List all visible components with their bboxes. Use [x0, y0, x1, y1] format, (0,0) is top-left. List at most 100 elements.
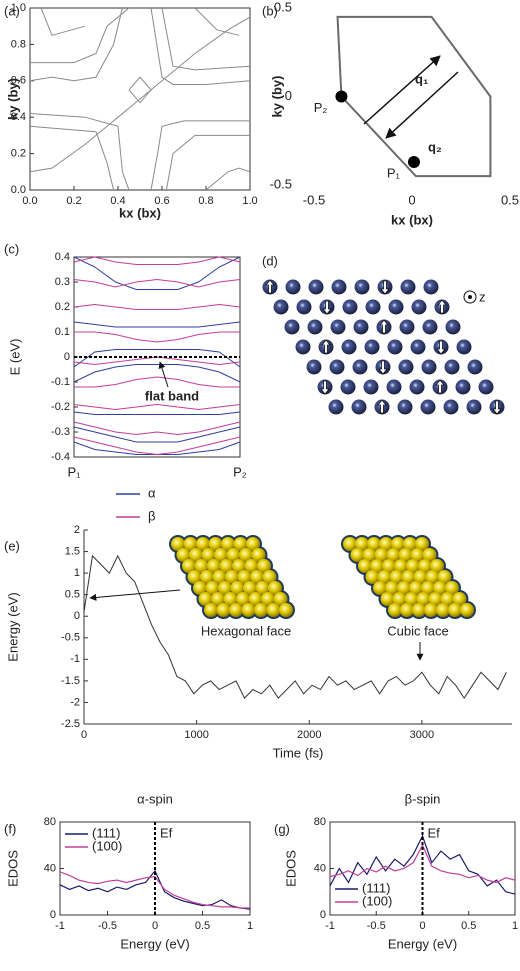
x-tick-label: -1 [325, 920, 335, 932]
z-axis-symbol [463, 290, 477, 304]
x-tick-label: P₂ [233, 464, 247, 479]
atom [373, 581, 387, 595]
atom [221, 537, 235, 551]
atom [248, 592, 263, 606]
y-tick-label: 0 [64, 351, 70, 363]
spin-arrow [380, 280, 390, 295]
x-tick-label: 2000 [297, 729, 321, 741]
atom [225, 570, 239, 584]
atom [233, 537, 248, 551]
atom [343, 537, 357, 551]
atom [418, 559, 432, 573]
atom [254, 603, 268, 617]
atom [216, 603, 231, 617]
q-arrow [385, 71, 459, 139]
y-tick-label: 0.5 [274, 0, 292, 14]
x-tick-label: 0.0 [22, 195, 37, 207]
atom [437, 570, 452, 584]
atom [208, 537, 223, 551]
atom [218, 581, 232, 595]
atom [400, 279, 416, 295]
y-tick-label: 1.5 [65, 545, 80, 557]
atom [236, 592, 250, 606]
x-tick-label: 0.5 [461, 920, 476, 932]
band-line [73, 278, 241, 288]
band-line [73, 321, 241, 328]
band-line [73, 303, 241, 310]
band-line [74, 376, 240, 388]
contour-line [161, 7, 251, 71]
atom [353, 319, 369, 335]
x-tick-label: -0.5 [98, 920, 117, 932]
y-axis-label: ky (by) [5, 78, 20, 120]
atom [296, 299, 312, 315]
x-tick-label: 0.2 [66, 195, 81, 207]
y-axis-label: ky (by) [269, 76, 284, 118]
atom [207, 559, 221, 573]
atom [341, 339, 357, 355]
annotation: Cubic face [387, 623, 448, 638]
band-line [73, 441, 241, 455]
atom [330, 319, 346, 335]
y-tick-label: 0.1 [55, 326, 70, 338]
y-tick-label: 0.5 [65, 589, 80, 601]
atom [205, 581, 220, 595]
atom [466, 399, 482, 415]
atom [212, 570, 227, 584]
atom [285, 279, 301, 295]
spin-arrow [492, 400, 502, 415]
annotation-arrow [89, 589, 181, 601]
atom [467, 359, 483, 375]
band-line [73, 426, 241, 443]
legend-label: α [148, 485, 156, 500]
y-tick-label: -1.5 [61, 675, 80, 687]
atom [411, 299, 427, 315]
atom [452, 592, 467, 606]
atom [365, 299, 381, 315]
x-axis-label: Energy (eV) [388, 936, 457, 951]
atom [379, 537, 393, 551]
atom [406, 559, 420, 573]
atom [380, 592, 395, 606]
atom [244, 559, 259, 573]
y-tick-label: 0.2 [55, 301, 70, 313]
x-tick-label: 0.4 [110, 195, 125, 207]
atom [443, 399, 459, 415]
spin-arrow [379, 319, 389, 334]
spin-arrow [435, 379, 445, 394]
reference-label: Ef [160, 825, 173, 840]
x-tick-label: 3000 [410, 729, 434, 741]
atom [279, 603, 293, 617]
atom [350, 548, 365, 562]
atom [399, 319, 415, 335]
band-line [73, 256, 241, 265]
y-tick-label: 0.6 [11, 75, 26, 87]
atom [425, 570, 440, 584]
atom [416, 592, 431, 606]
x-tick-label: 0 [408, 192, 415, 207]
legend-label: (100) [362, 893, 392, 908]
spin-arrow [377, 399, 387, 414]
x-tick-label: 1 [512, 920, 518, 932]
y-axis-label: E (eV) [7, 339, 22, 376]
atom [198, 592, 213, 606]
atom [204, 603, 218, 617]
atom [392, 592, 407, 606]
spin-arrow [320, 380, 330, 395]
atom [382, 559, 396, 573]
data-line [329, 843, 516, 884]
atom [223, 592, 238, 606]
band-line [73, 403, 241, 411]
chart-title: α-spin [137, 791, 173, 806]
panel-label: (b) [262, 3, 278, 18]
k-point-label: P₂ [314, 100, 328, 115]
x-tick-label: 0 [81, 729, 87, 741]
contour-line [150, 7, 251, 85]
band-line [73, 356, 241, 366]
atom [415, 537, 429, 551]
atom [354, 279, 370, 295]
y-tick-label: -0.5 [270, 176, 292, 191]
spin-arrow [265, 279, 275, 294]
spin-arrow [322, 300, 332, 315]
atom [374, 548, 389, 562]
